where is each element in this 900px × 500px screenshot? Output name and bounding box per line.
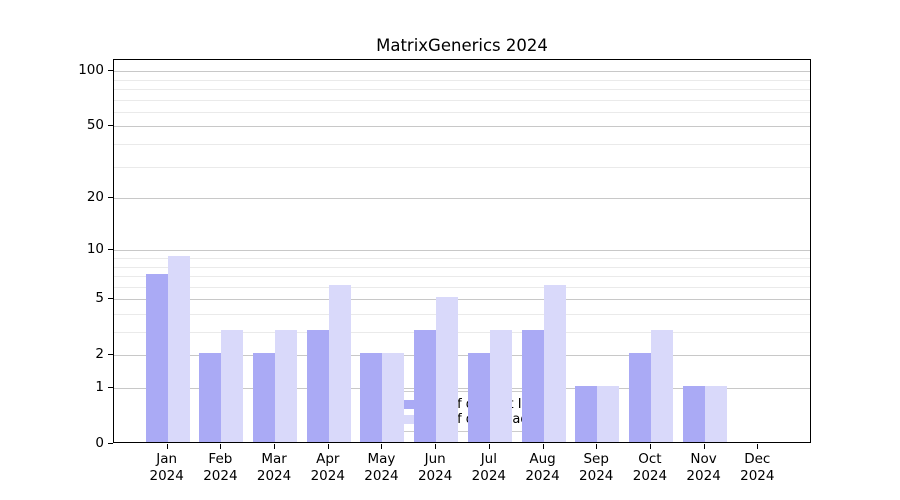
x-tick	[596, 444, 598, 449]
y-tick	[108, 387, 113, 388]
bar-distinct-ips	[467, 353, 490, 442]
y-tick-label: 10	[86, 241, 104, 258]
y-tick	[108, 249, 113, 251]
x-tick-label: Dec 2024	[740, 451, 775, 484]
x-tick-label: Mar 2024	[256, 451, 292, 484]
x-tick	[488, 444, 490, 449]
y-tick	[108, 354, 113, 356]
y-tick-label: 1	[95, 379, 104, 395]
gridline-minor	[114, 266, 810, 268]
y-tick-label: 0	[95, 435, 104, 451]
gridline-minor	[114, 144, 810, 145]
bar-distinct-ips	[628, 353, 651, 442]
bar-downloads	[489, 330, 512, 442]
plot-area: Nb of distinct IPsNb of downloads	[113, 59, 811, 443]
gridline-minor	[114, 111, 810, 113]
x-tick-label: Feb 2024	[203, 451, 238, 484]
bar-distinct-ips	[306, 330, 329, 442]
x-tick	[542, 444, 544, 449]
bar-downloads	[597, 386, 620, 442]
y-tick-label: 100	[78, 62, 104, 79]
x-tick-label: Oct 2024	[632, 451, 668, 484]
gridline-minor	[114, 166, 810, 168]
y-tick-label: 20	[86, 189, 104, 206]
gridline-major	[114, 388, 810, 389]
bar-downloads	[704, 386, 727, 442]
gridline-major	[114, 71, 810, 73]
x-tick-label: Aug 2024	[525, 451, 560, 484]
gridline-major	[114, 250, 810, 252]
x-tick-label: Jan 2024	[149, 451, 184, 484]
x-tick-label: May 2024	[364, 451, 399, 484]
bar-distinct-ips	[145, 274, 168, 442]
y-tick	[108, 125, 113, 127]
gridline-major	[114, 126, 810, 128]
bar-distinct-ips	[682, 386, 705, 442]
gridline-minor	[114, 313, 810, 315]
y-tick-label: 5	[95, 290, 104, 307]
bar-distinct-ips	[575, 386, 598, 442]
bar-downloads	[275, 330, 298, 442]
gridline-minor	[114, 79, 810, 81]
x-tick	[649, 444, 651, 449]
bar-downloads	[650, 330, 673, 442]
y-tick-label: 50	[86, 117, 104, 134]
x-tick-label: Sep 2024	[579, 451, 614, 484]
bar-distinct-ips	[253, 353, 276, 442]
y-tick-label: 2	[95, 346, 104, 363]
gridline-minor	[114, 257, 810, 259]
x-tick	[381, 444, 383, 449]
bar-downloads	[436, 297, 459, 442]
x-tick	[220, 444, 222, 449]
bar-downloads	[543, 284, 566, 442]
x-tick-label: Jun 2024	[417, 451, 453, 484]
y-tick	[108, 443, 113, 444]
bar-downloads	[167, 256, 190, 442]
x-tick-label: Nov 2024	[686, 451, 721, 484]
x-tick	[274, 444, 276, 449]
gridline-minor	[114, 286, 810, 288]
y-tick	[108, 298, 113, 300]
gridline-major	[114, 198, 810, 200]
bar-distinct-ips	[199, 353, 222, 442]
gridline-major	[114, 355, 810, 357]
x-tick	[166, 444, 168, 449]
y-tick	[108, 197, 113, 199]
x-tick-label: Apr 2024	[310, 451, 345, 484]
bar-distinct-ips	[414, 330, 437, 442]
x-tick	[757, 444, 759, 449]
bar-distinct-ips	[360, 353, 383, 442]
y-tick	[108, 70, 113, 72]
gridline-minor	[114, 89, 810, 90]
gridline-major	[114, 299, 810, 301]
bar-downloads	[221, 330, 244, 442]
chart-title: MatrixGenerics 2024	[376, 36, 548, 55]
bar-downloads	[328, 284, 351, 442]
gridline-minor	[114, 276, 810, 278]
bar-distinct-ips	[521, 330, 544, 442]
x-tick	[327, 444, 329, 449]
gridline-minor	[114, 332, 810, 333]
bar-downloads	[382, 353, 405, 442]
x-tick-label: Jul 2024	[471, 451, 507, 484]
gridline-minor	[114, 99, 810, 101]
x-tick	[703, 444, 705, 449]
x-tick	[435, 444, 437, 449]
